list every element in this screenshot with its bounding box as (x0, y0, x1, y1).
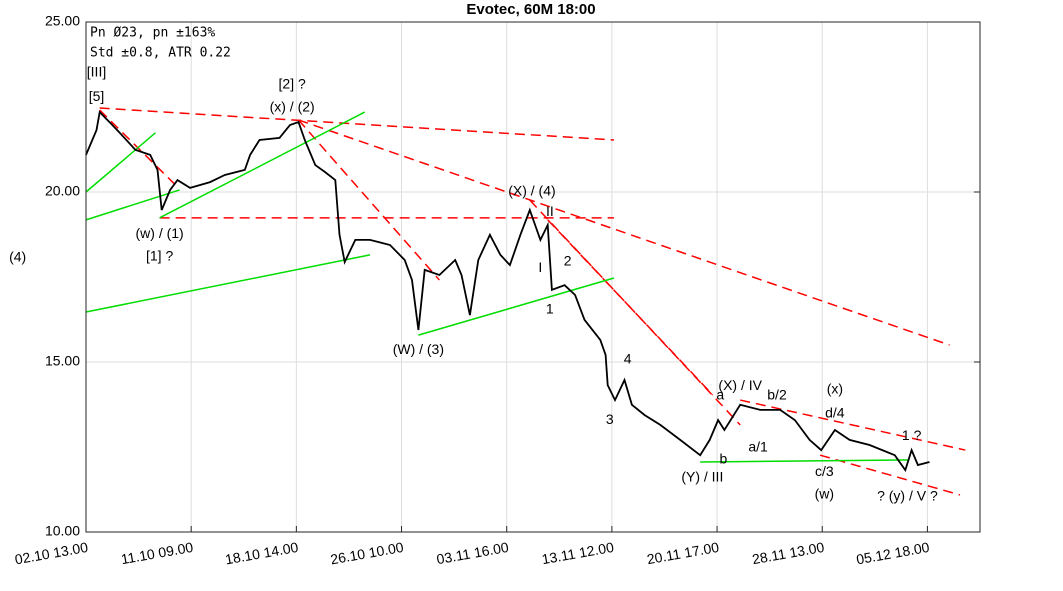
wave-label: [5] (89, 88, 105, 104)
wave-label: b/2 (767, 387, 787, 403)
x-tick-label: 05.12 18.00 (855, 539, 931, 568)
wave-label: (w) / (1) (136, 225, 184, 241)
wave-label: II (546, 203, 554, 219)
trend-line (700, 459, 910, 463)
x-tick-label: 02.10 13.00 (14, 539, 90, 568)
x-tick-label: 11.10 09.00 (120, 539, 195, 567)
x-tick-label: 03.11 16.00 (435, 539, 510, 567)
plot-frame (85, 21, 981, 533)
trend-line (547, 219, 714, 396)
x-tick-label: 18.10 14.00 (224, 539, 300, 568)
x-tick-label: 28.11 13.00 (751, 539, 826, 567)
wave-label: [1] ? (146, 248, 173, 264)
wave-label: [III] (87, 64, 106, 80)
plot-area (86, 22, 980, 532)
wave-label: c/3 (815, 463, 834, 479)
trend-line (819, 454, 961, 496)
trend-line (297, 119, 440, 281)
trend-line (99, 107, 615, 141)
trend-line (85, 189, 180, 221)
wave-label: b (719, 451, 727, 467)
wave-label: d/4 (825, 405, 845, 421)
wave-label: (Y) / III (681, 469, 723, 485)
x-tick-label: 26.10 10.00 (329, 539, 405, 568)
wave-label: 2 (564, 253, 572, 269)
y-tick-label: 10.00 (45, 523, 80, 539)
y-tick-label: 25.00 (45, 13, 80, 29)
wave-label: [2] ? (279, 76, 306, 92)
trend-line (85, 254, 371, 313)
info-line: Std ±0.8, ATR 0.22 (90, 46, 231, 61)
x-tick-label: 20.11 17.00 (646, 539, 721, 567)
wave-label: (X) / IV (718, 377, 762, 393)
info-line: Pn Ø23, pn ±163% (90, 26, 215, 41)
wave-label: (x) / (2) (270, 99, 315, 115)
wave-label: I (538, 259, 542, 275)
wave-label: 1 ? (902, 427, 922, 443)
wave-label: 1 (546, 301, 554, 317)
trend-line (85, 132, 156, 193)
chart-title: Evotec, 60M 18:00 (466, 1, 595, 18)
price-line (85, 110, 930, 473)
trend-line (298, 119, 950, 346)
trend-line (418, 277, 615, 336)
wave-label: (x) (827, 381, 843, 397)
y-tick-label: 20.00 (45, 183, 80, 199)
wave-label: 4 (624, 351, 632, 367)
wave-label: a/1 (748, 439, 768, 455)
wave-label: a (716, 387, 724, 403)
wave-label: ? (y) / V ? (877, 488, 938, 504)
trend-line (159, 111, 366, 219)
wave-label: (4) (9, 249, 26, 265)
wave-label: (X) / (4) (508, 183, 555, 199)
trend-line (740, 399, 966, 451)
x-tick-label: 13.11 12.00 (540, 539, 615, 567)
wave-label: (W) / (3) (393, 341, 444, 357)
wave-label: 3 (606, 411, 614, 427)
wave-label: (w) (815, 486, 834, 502)
y-tick-label: 15.00 (45, 353, 80, 369)
